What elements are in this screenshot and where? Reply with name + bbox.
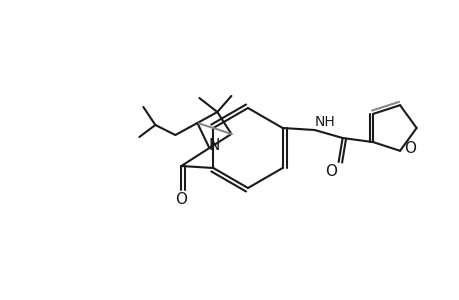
Text: NH: NH — [313, 115, 334, 129]
Text: N: N — [208, 137, 219, 152]
Text: O: O — [403, 141, 415, 156]
Text: O: O — [324, 164, 336, 178]
Text: O: O — [175, 191, 187, 206]
